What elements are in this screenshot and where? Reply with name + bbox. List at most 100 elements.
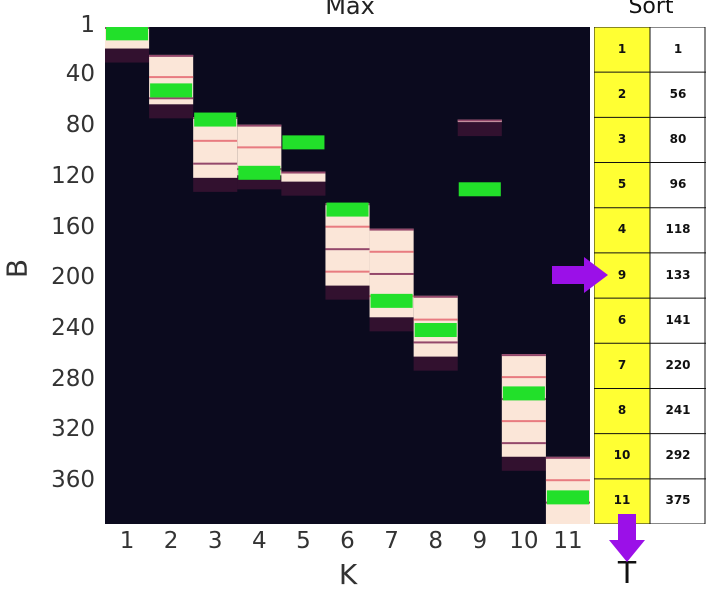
heat-stripe — [501, 442, 546, 445]
heat-stripe — [149, 54, 194, 57]
sort-key-cell: 5 — [617, 177, 627, 192]
heat-stripe — [501, 420, 546, 423]
sort-value-cell: 56 — [669, 86, 687, 101]
pointer-arrow — [552, 257, 608, 293]
max-marker-k9 — [458, 182, 501, 197]
heat-stripe — [457, 119, 502, 122]
heat-stripe — [325, 225, 370, 228]
sort-value-column — [649, 27, 706, 524]
sort-value-cell: 1 — [673, 41, 683, 56]
max-marker-k8 — [414, 323, 457, 338]
y-tick-label: 80 — [65, 112, 95, 139]
sort-value-cell: 375 — [665, 493, 691, 508]
heat-stripe — [369, 228, 414, 231]
y-tick-label: 320 — [51, 416, 95, 443]
sort-key-cell: 7 — [617, 357, 627, 372]
x-axis-label: K — [338, 558, 358, 591]
heat-tail — [501, 456, 546, 471]
max-marker-k6 — [326, 202, 369, 217]
heat-stripe — [281, 171, 326, 174]
heat-block-k10 — [501, 354, 546, 457]
max-marker-k1 — [106, 27, 149, 41]
heat-stripe — [149, 76, 194, 79]
y-tick-label: 160 — [51, 213, 95, 240]
sort-value-cell: 292 — [665, 448, 691, 463]
heat-tail — [369, 317, 414, 332]
heat-stripe — [501, 354, 546, 357]
sort-key-cell: 3 — [617, 131, 627, 146]
heat-tail — [457, 122, 502, 137]
sort-value-cell: 80 — [669, 131, 687, 146]
x-tick-label: 7 — [384, 528, 399, 554]
sort-value-cell: 141 — [665, 312, 691, 327]
heat-tail — [413, 356, 458, 371]
heat-stripe — [369, 250, 414, 253]
right-arrow-icon — [552, 257, 608, 293]
heat-stripe — [545, 479, 590, 482]
heat-tail — [149, 104, 194, 119]
max-marker-k5 — [282, 135, 325, 150]
chart-title: Max — [325, 0, 375, 20]
max-marker-k2 — [150, 83, 193, 98]
sort-header: Sort — [628, 0, 674, 19]
sort-value-cell: 118 — [665, 222, 691, 237]
max-marker-k11 — [546, 490, 589, 505]
sort-key-cell: 9 — [617, 267, 627, 282]
heat-stripe — [237, 146, 282, 149]
sort-key-cell: 1 — [617, 41, 627, 56]
heat-block-k5 — [281, 171, 326, 182]
heat-stripe — [237, 124, 282, 127]
x-tick-label: 11 — [553, 528, 583, 554]
heat-stripe — [413, 341, 458, 344]
x-tick-label: 10 — [509, 528, 539, 554]
sort-key-cell: 6 — [617, 312, 627, 327]
sort-key-cell: 2 — [617, 86, 627, 101]
sort-key-cell: 8 — [617, 403, 627, 418]
y-tick-label: 200 — [51, 264, 95, 291]
max-marker-k4 — [238, 165, 281, 180]
sort-value-cell: 241 — [665, 403, 691, 418]
y-tick-label: 120 — [51, 162, 95, 189]
sort-key-cell: 11 — [613, 493, 631, 508]
y-tick-label: 240 — [51, 315, 95, 342]
heat-tail — [325, 285, 370, 300]
y-tick-label: 1 — [80, 12, 95, 38]
sort-key-cell: 4 — [617, 222, 627, 237]
heat-stripe — [545, 456, 590, 459]
heat-stripe — [369, 272, 414, 275]
y-tick-label: 360 — [51, 467, 95, 494]
sort-value-cell: 220 — [665, 357, 691, 372]
x-tick-label: 4 — [251, 528, 267, 554]
max-marker-k3 — [194, 112, 237, 127]
heat-stripe — [193, 139, 238, 142]
heat-stripe — [325, 270, 370, 273]
y-tick-label: 280 — [51, 365, 95, 392]
output-arrow — [609, 514, 645, 562]
output-label: T — [617, 556, 637, 591]
x-tick-label: 5 — [296, 528, 311, 554]
max-markers — [106, 27, 589, 505]
heat-tail — [105, 48, 150, 63]
x-tick-label: 2 — [163, 528, 179, 554]
x-tick-label: 8 — [428, 528, 443, 554]
heat-stripe — [193, 162, 238, 165]
x-tick-label: 6 — [340, 528, 355, 554]
x-tick-label: 9 — [472, 528, 488, 554]
heat-stripe — [413, 295, 458, 298]
sort-value-cell: 96 — [669, 177, 687, 192]
heat-tail — [281, 181, 326, 196]
max-marker-k10 — [502, 386, 545, 401]
max-marker-k7 — [370, 293, 413, 308]
heat-stripe — [413, 318, 458, 321]
x-tick-label: 3 — [207, 528, 223, 554]
y-tick-label: 40 — [65, 61, 95, 88]
heat-tail — [193, 177, 238, 192]
sort-key-cell: 10 — [613, 448, 631, 463]
heat-stripe — [501, 376, 546, 379]
heat-stripe — [149, 97, 194, 100]
sort-value-cell: 133 — [665, 267, 691, 282]
x-tick-label: 1 — [119, 528, 135, 554]
heat-stripe — [325, 248, 370, 251]
down-arrow-icon — [609, 514, 645, 562]
heatmap-plot — [105, 27, 590, 524]
